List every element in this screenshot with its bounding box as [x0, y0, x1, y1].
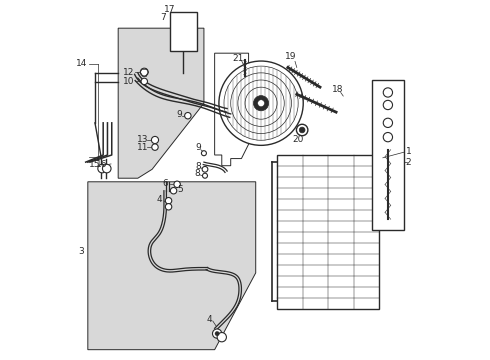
- Circle shape: [224, 66, 298, 140]
- Polygon shape: [118, 28, 204, 178]
- Circle shape: [165, 203, 172, 210]
- Text: 8: 8: [194, 169, 199, 178]
- Circle shape: [151, 136, 159, 144]
- Circle shape: [383, 118, 392, 127]
- Circle shape: [202, 173, 207, 178]
- Text: 16: 16: [96, 161, 107, 170]
- Text: 6: 6: [163, 179, 169, 188]
- Text: 11: 11: [137, 143, 148, 152]
- Circle shape: [185, 112, 191, 119]
- Text: 20: 20: [292, 135, 304, 144]
- Circle shape: [102, 164, 111, 173]
- Text: 8: 8: [195, 162, 201, 171]
- Text: 18: 18: [332, 85, 343, 94]
- Text: 17: 17: [164, 5, 176, 14]
- Text: 12: 12: [123, 68, 135, 77]
- Text: 5: 5: [177, 185, 183, 194]
- Circle shape: [217, 333, 226, 342]
- Circle shape: [231, 73, 292, 134]
- Text: 1: 1: [406, 147, 412, 156]
- Polygon shape: [215, 53, 248, 166]
- Circle shape: [140, 68, 148, 76]
- Circle shape: [219, 61, 303, 145]
- Circle shape: [174, 181, 180, 188]
- Text: 4: 4: [156, 195, 162, 204]
- Text: 14: 14: [75, 59, 87, 68]
- Text: 7: 7: [160, 13, 166, 22]
- Text: 15: 15: [89, 161, 101, 170]
- Text: 10: 10: [123, 77, 135, 86]
- Circle shape: [258, 100, 265, 107]
- Circle shape: [299, 127, 305, 133]
- Text: 13: 13: [137, 135, 148, 144]
- Circle shape: [171, 188, 177, 194]
- Circle shape: [165, 198, 172, 204]
- Text: 3: 3: [78, 247, 84, 256]
- Circle shape: [238, 80, 284, 126]
- Text: 2: 2: [406, 158, 412, 167]
- Circle shape: [383, 88, 392, 97]
- Circle shape: [98, 164, 106, 173]
- Circle shape: [296, 124, 308, 136]
- Circle shape: [141, 78, 147, 85]
- Circle shape: [152, 144, 158, 150]
- Circle shape: [201, 151, 206, 156]
- Circle shape: [213, 329, 222, 338]
- Bar: [277, 155, 379, 309]
- Text: 19: 19: [285, 52, 296, 61]
- Text: 9: 9: [195, 143, 201, 152]
- Circle shape: [383, 100, 392, 110]
- Circle shape: [245, 87, 277, 119]
- Circle shape: [215, 332, 220, 336]
- Circle shape: [383, 132, 392, 142]
- Bar: [372, 80, 404, 230]
- Text: 9: 9: [176, 111, 182, 120]
- Circle shape: [253, 96, 269, 111]
- Bar: [170, 12, 197, 51]
- Polygon shape: [88, 182, 256, 350]
- Text: 4: 4: [206, 315, 212, 324]
- Circle shape: [202, 166, 208, 172]
- Text: 21: 21: [232, 54, 244, 63]
